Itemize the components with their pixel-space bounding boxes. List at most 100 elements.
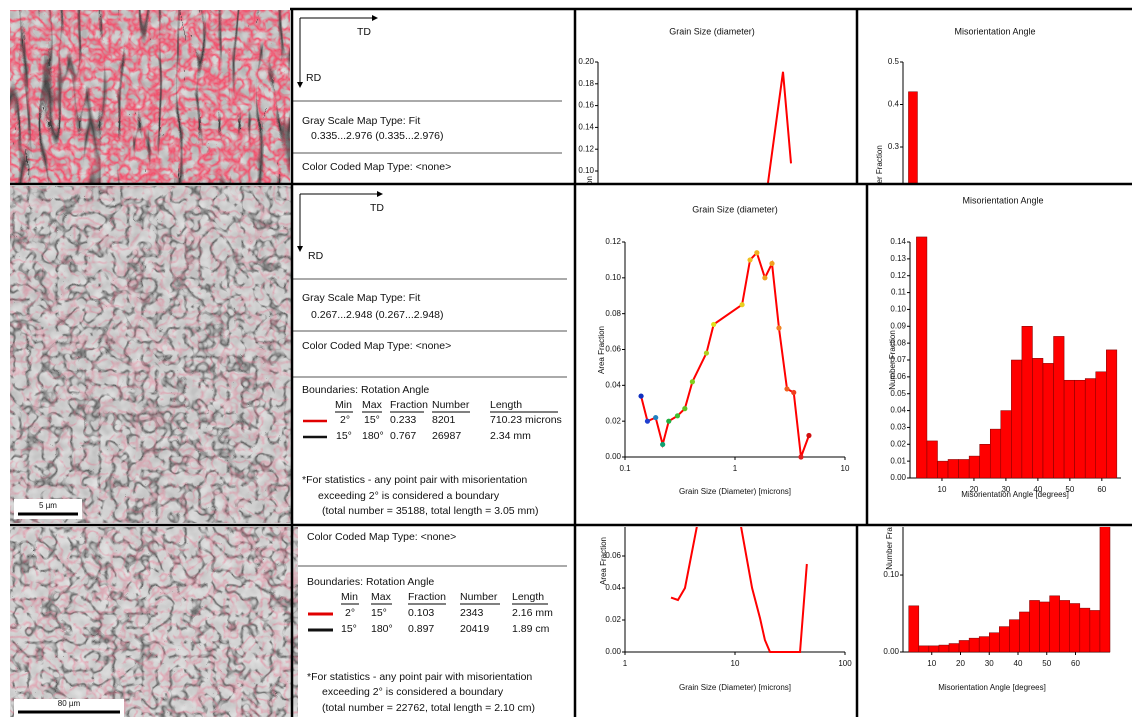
y-tick-label: 0.12 (605, 237, 621, 246)
color-coded-type: Color Coded Map Type: <none> (302, 340, 451, 352)
bar (1090, 610, 1100, 652)
table-cell: 2° (340, 414, 350, 426)
gray-scale-range: 0.335...2.976 (0.335...2.976) (311, 130, 444, 142)
column-header: Fraction (408, 591, 446, 603)
y-tick-label: 0.06 (890, 372, 906, 381)
x-tick-label: 40 (1014, 659, 1023, 668)
table-cell: 20419 (460, 623, 489, 635)
y-tick-label: 0.3 (888, 142, 900, 151)
y-tick-label: 0.05 (890, 389, 906, 398)
gray-scale-type: Gray Scale Map Type: Fit (302, 292, 420, 304)
scale-bar-label: 5 µm (39, 501, 57, 510)
x-tick-label: 60 (1071, 659, 1080, 668)
y-tick-label: 0.12 (578, 144, 594, 153)
point (660, 442, 665, 447)
figure: 5 µm 80 µm TD RD Gray Scale Map Type: Fi… (0, 0, 1132, 717)
table-cell: 2.16 mm (512, 607, 553, 619)
x-tick-label: 50 (1065, 485, 1074, 494)
y-tick-label: 0.00 (883, 647, 899, 656)
orientation-y: RD (306, 72, 322, 84)
bar (1070, 604, 1080, 652)
y-tick-label: 0.09 (890, 321, 906, 330)
point (754, 250, 759, 255)
x-tick-label: 20 (969, 485, 978, 494)
bar (1064, 380, 1075, 478)
table-cell: 180° (371, 623, 393, 635)
chart-title: Grain Size (diameter) (669, 26, 755, 36)
y-tick-label: 0.02 (605, 416, 621, 425)
bar (1019, 612, 1029, 652)
y-tick-label: 0.14 (578, 123, 594, 132)
x-tick-label: 10 (938, 485, 947, 494)
table-cell: 26987 (432, 430, 461, 442)
point (653, 415, 658, 420)
point (645, 419, 650, 424)
micrograph-red (10, 186, 292, 523)
point (769, 261, 774, 266)
table-cell: 180° (362, 430, 384, 442)
bar (1106, 350, 1117, 478)
bar (916, 237, 927, 478)
table-cell: 2343 (460, 607, 484, 619)
micrograph: 80 µm (10, 527, 298, 717)
micrograph-red (10, 527, 298, 717)
x-tick-label: 60 (1097, 485, 1106, 494)
x-tick-label: 100 (838, 659, 852, 668)
point (784, 386, 789, 391)
point (682, 406, 687, 411)
x-tick-label: 1 (623, 659, 628, 668)
bar (1054, 336, 1065, 478)
chart-title: Grain Size (diameter) (692, 204, 778, 214)
bar (1001, 411, 1012, 478)
column-header: Max (371, 591, 392, 603)
y-tick-label: 0.11 (891, 288, 907, 297)
color-coded-type: Color Coded Map Type: <none> (307, 531, 456, 543)
table-cell: 15° (336, 430, 352, 442)
footnote: *For statistics - any point pair with mi… (307, 671, 532, 683)
column-header: Number (432, 399, 470, 411)
y-tick-label: 0.04 (605, 583, 621, 592)
orientation-y: RD (308, 250, 324, 262)
point (666, 419, 671, 424)
bar (937, 461, 948, 478)
x-tick-label: 1 (733, 464, 738, 473)
point (798, 454, 803, 459)
bar (919, 646, 929, 652)
y-tick-label: 0.16 (578, 101, 594, 110)
bar (980, 444, 991, 478)
bar (1060, 600, 1070, 652)
table-cell: 8201 (432, 414, 456, 426)
bar (1085, 379, 1096, 478)
x-axis-label: Grain Size (Diameter) [microns] (679, 683, 791, 692)
point (762, 275, 767, 280)
table-cell: 0.897 (408, 623, 434, 635)
footnote: (total number = 22762, total length = 2.… (322, 702, 535, 714)
y-axis-label: Area Fraction (599, 537, 608, 585)
y-tick-label: 0.14 (890, 237, 906, 246)
point (806, 433, 811, 438)
y-tick-label: 0.4 (888, 100, 900, 109)
footnote: (total number = 35188, total length = 3.… (322, 505, 539, 517)
table-cell: 15° (364, 414, 380, 426)
y-tick-label: 0.07 (890, 355, 906, 364)
gray-scale-type: Gray Scale Map Type: Fit (302, 115, 420, 127)
bar (929, 646, 939, 652)
point (711, 322, 716, 327)
y-tick-label: 0.12 (890, 271, 906, 280)
bar (990, 429, 1001, 478)
point (791, 390, 796, 395)
y-tick-label: 0.03 (890, 423, 906, 432)
bar (969, 456, 980, 478)
scale-bar-label: 80 µm (58, 699, 81, 708)
bar (989, 633, 999, 652)
bar (1080, 608, 1090, 652)
x-tick-label: 10 (731, 659, 740, 668)
gray-scale-range: 0.267...2.948 (0.267...2.948) (311, 309, 444, 321)
bar (1022, 326, 1033, 478)
boundaries-title: Boundaries: Rotation Angle (307, 576, 434, 588)
y-tick-label: 0.00 (605, 647, 621, 656)
y-tick-label: 0.10 (883, 570, 899, 579)
column-header: Min (341, 591, 358, 603)
point (638, 393, 643, 398)
y-tick-label: 0.00 (605, 452, 621, 461)
